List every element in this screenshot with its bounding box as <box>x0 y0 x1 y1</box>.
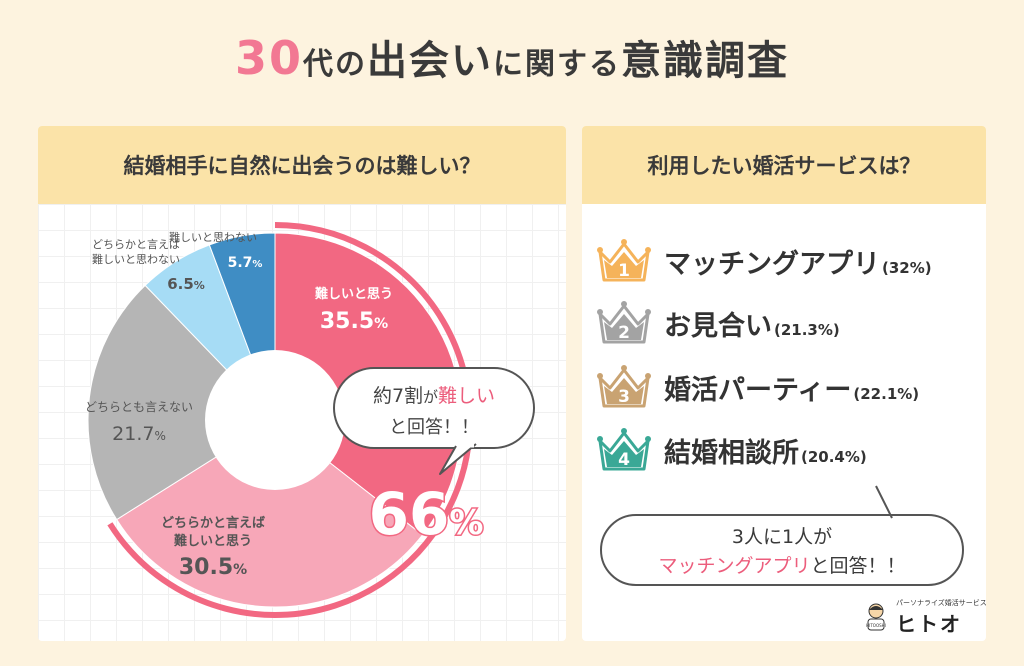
right-panel-header: 利用したい婚活サービスは？ <box>582 126 986 204</box>
ranking-name: 婚活パーティー <box>664 374 852 406</box>
highlight-arc <box>107 222 473 618</box>
svg-text:HITOOSHI: HITOOSHI <box>866 623 886 628</box>
callout-line2: と回答！！ <box>389 417 479 438</box>
ranking-percent: (22.1%) <box>853 385 920 403</box>
left-panel: 結婚相手に自然に出会うのは難しい？ 難しいと思う 35.5% どちらかと言えば … <box>38 126 566 641</box>
donut-slice-2 <box>116 419 424 608</box>
slice-label-s4-line2: 難しいと思わない <box>92 253 180 266</box>
ranking-item-1: 1 マッチングアプリ (32%) <box>594 236 932 286</box>
title-number: 30 <box>234 31 303 85</box>
brand-logo: HITOOSHI パーソナライズ婚活サービス ヒトオシ <box>860 598 986 636</box>
donut-hole <box>205 350 345 490</box>
slice-value-s4: 6.5% <box>167 275 205 293</box>
mascot-icon: HITOOSHI <box>866 603 886 631</box>
ranking-name: 結婚相談所 <box>664 437 799 469</box>
callout-bubble <box>333 367 535 449</box>
crown-icon: 2 <box>594 300 654 346</box>
svg-text:1: 1 <box>618 261 630 281</box>
brand-name: ヒトオシ <box>896 612 962 636</box>
brand-tagline: パーソナライズ婚活サービス <box>896 599 986 607</box>
slice-value-s5: 5.7% <box>228 255 263 271</box>
crown-icon: 4 <box>594 427 654 473</box>
page-title: 30代の出会いに関する意識調査 <box>0 28 1024 86</box>
slice-label-s2-line2: 難しいと思う <box>174 533 252 549</box>
svg-text:4: 4 <box>618 450 630 470</box>
summary-line1: 3人に1人が <box>731 526 833 548</box>
slice-value-s3: 21.7% <box>112 423 166 445</box>
slice-label-s4-line1: どちらかと言えば <box>92 238 180 251</box>
title-part1: 代の <box>303 47 367 82</box>
title-part2: 出会い <box>367 38 493 84</box>
slice-label-s1: 難しいと思う <box>315 286 393 302</box>
ranking-name: お見合い <box>664 310 772 342</box>
callout-tail <box>439 443 477 475</box>
svg-text:2: 2 <box>618 323 630 343</box>
right-panel: 利用したい婚活サービスは？ 1 マッチングアプリ (32%) 2 お見合い (21.3%)… <box>582 126 986 641</box>
donut-chart: 難しいと思う 35.5% どちらかと言えば 難しいと思う 30.5% どちらとも… <box>85 222 535 618</box>
callout-big-number: 66% <box>369 480 484 548</box>
slice-value-s1: 35.5% <box>320 309 388 334</box>
summary-bubble: 3人に1人が マッチングアプリと回答！！ <box>600 514 964 586</box>
svg-text:3: 3 <box>618 387 630 407</box>
ranking-item-3: 3 婚活パーティー (22.1%) <box>594 362 919 412</box>
ranking-item-4: 4 結婚相談所 (20.4%) <box>594 425 867 475</box>
slice-label-s2-line1: どちらかと言えば <box>161 515 265 531</box>
slice-label-s3: どちらとも言えない <box>85 400 193 414</box>
title-part4: 意識調査 <box>621 38 789 84</box>
summary-line2: マッチングアプリと回答！！ <box>658 555 906 577</box>
ranking-percent: (20.4%) <box>801 448 867 466</box>
summary-bubble-tail <box>875 485 893 519</box>
left-panel-header: 結婚相手に自然に出会うのは難しい？ <box>38 126 566 204</box>
title-part3: に関する <box>493 47 621 82</box>
ranking-percent: (21.3%) <box>774 321 840 339</box>
ranking-name: マッチングアプリ <box>664 248 880 280</box>
ranking-percent: (32%) <box>882 259 932 277</box>
crown-icon: 1 <box>594 238 654 284</box>
slice-label-s5: 難しいと思わない <box>169 231 257 244</box>
callout-line1: 約7割が難しい <box>373 385 495 407</box>
crown-icon: 3 <box>594 364 654 410</box>
slice-value-s2: 30.5% <box>179 555 247 580</box>
ranking-item-2: 2 お見合い (21.3%) <box>594 298 840 348</box>
donut-slice-3 <box>87 284 276 521</box>
